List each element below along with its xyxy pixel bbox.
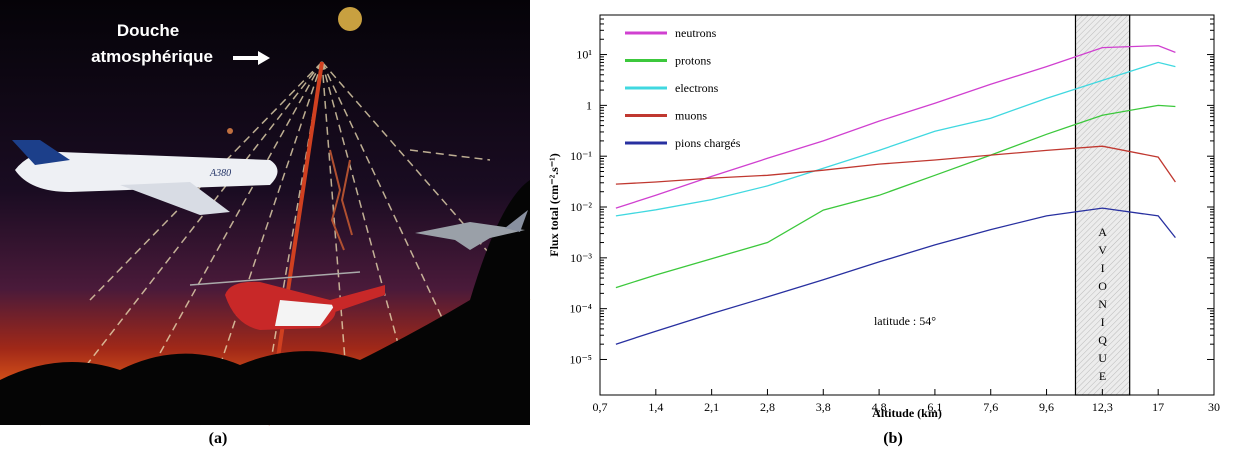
x-tick-label: 7,6 bbox=[983, 400, 998, 414]
illustration: A380 Douche atmosphérique bbox=[0, 0, 531, 426]
x-tick-label: 2,1 bbox=[704, 400, 719, 414]
series-line bbox=[615, 104, 1176, 289]
y-tick-label: 10⁻¹ bbox=[570, 149, 592, 163]
band-label: AVIONIQUE bbox=[1096, 225, 1110, 387]
x-tick-label: 6,1 bbox=[927, 400, 942, 414]
legend-label: neutrons bbox=[675, 26, 717, 40]
caption: (b) bbox=[883, 430, 903, 447]
x-tick-label: 12,3 bbox=[1092, 400, 1113, 414]
x-tick-label: 17 bbox=[1152, 400, 1164, 414]
x-tick-label: 0,7 bbox=[593, 400, 608, 414]
shower-label: atmosphérique bbox=[91, 47, 213, 66]
y-tick-label: 10⁻² bbox=[570, 200, 592, 214]
plane-label: A380 bbox=[209, 168, 231, 179]
chart: AVIONIQUE 10¹ 1 10⁻¹ 10⁻² 10⁻³ 10⁻⁴ 10⁻⁵ 0,7 1,4 2… bbox=[547, 14, 1220, 420]
x-tick-label: 1,4 bbox=[648, 400, 663, 414]
x-tick-label: 9,6 bbox=[1039, 400, 1054, 414]
y-axis-title: Flux total (cm⁻².s⁻¹) bbox=[547, 153, 561, 257]
plot-frame bbox=[599, 14, 1215, 396]
legend-label: protons bbox=[675, 54, 711, 68]
series-line bbox=[615, 44, 1176, 209]
annotation: latitude : 54° bbox=[874, 314, 936, 328]
x-tick-label: 3,8 bbox=[816, 400, 831, 414]
y-tick-label: 10¹ bbox=[576, 48, 592, 62]
series-line bbox=[615, 207, 1176, 345]
legend-label: muons bbox=[675, 109, 707, 123]
caption: (a) bbox=[209, 430, 228, 447]
x-tick-label: 4,8 bbox=[872, 400, 887, 414]
series-line bbox=[615, 145, 1176, 185]
legend-label: electrons bbox=[675, 81, 719, 95]
y-tick-label: 1 bbox=[586, 98, 592, 112]
y-tick-label: 10⁻⁵ bbox=[569, 352, 592, 366]
y-tick-label: 10⁻³ bbox=[570, 251, 592, 265]
legend-label: pions chargés bbox=[675, 136, 741, 150]
band bbox=[1074, 14, 1131, 396]
series-line bbox=[615, 61, 1176, 217]
x-tick-label: 2,8 bbox=[760, 400, 775, 414]
y-tick-label: 10⁻⁴ bbox=[569, 302, 592, 316]
x-tick-label: 30 bbox=[1208, 400, 1220, 414]
x-axis-title: Altitude (km) bbox=[872, 406, 942, 420]
shower-label: Douche bbox=[117, 21, 179, 40]
